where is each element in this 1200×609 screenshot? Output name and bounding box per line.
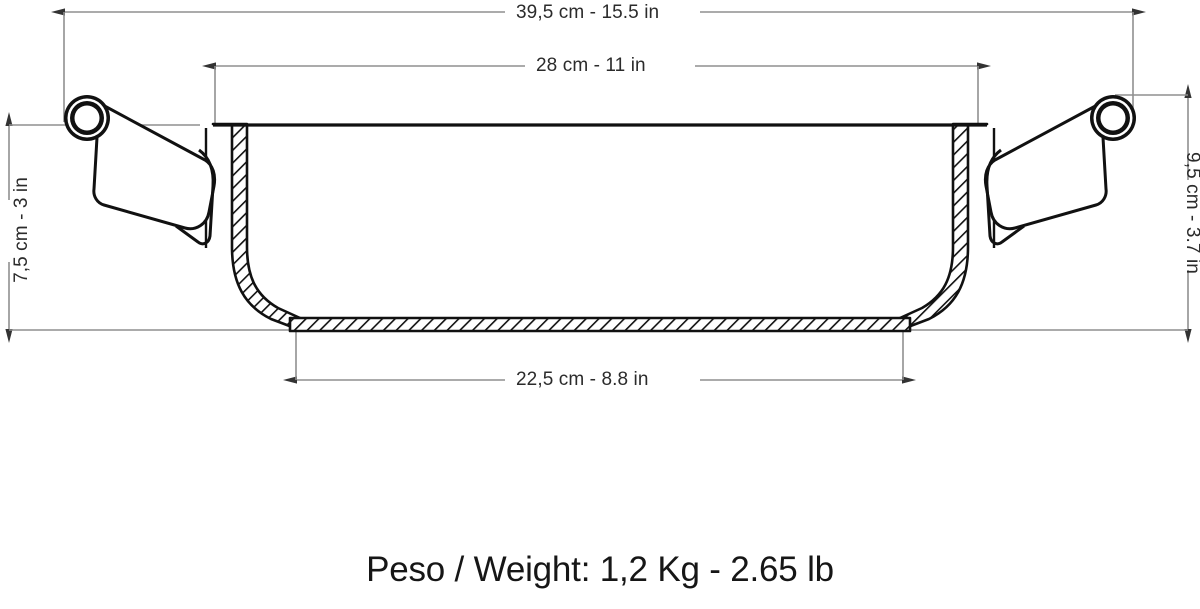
handle-right-bracket	[985, 148, 1025, 246]
handle-right-ring-hole	[1100, 105, 1126, 131]
handle-left-ring-hole	[74, 105, 100, 131]
pan-wall-left	[211, 122, 302, 332]
dimension-label-base-diameter: 22,5 cm - 8.8 in	[516, 369, 649, 390]
handle-right	[983, 95, 1136, 246]
dimension-label-overall-width: 39,5 cm - 15.5 in	[516, 2, 660, 23]
weight-caption: Peso / Weight: 1,2 Kg - 2.65 lb	[366, 550, 834, 589]
pan-body	[204, 122, 996, 333]
handle-left-arm	[92, 101, 217, 231]
handle-right-arm	[983, 101, 1108, 231]
handle-left	[64, 95, 217, 246]
pan-base	[288, 316, 912, 333]
dimension-label-opening-diameter: 28 cm - 11 in	[536, 55, 646, 76]
dimension-label-total-height: 9,5 cm - 3.7 in	[1182, 152, 1200, 274]
pan-wall-right	[898, 122, 989, 332]
dimension-label-body-height: 7,5 cm - 3 in	[11, 177, 32, 283]
handle-left-bracket	[175, 148, 215, 246]
dimension-lines	[5, 8, 1192, 384]
